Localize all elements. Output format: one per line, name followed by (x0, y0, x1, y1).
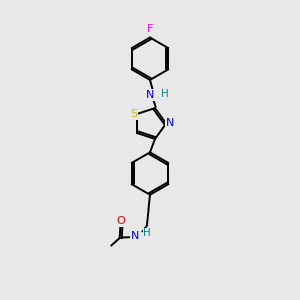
Text: H: H (160, 89, 168, 99)
Text: S: S (130, 109, 137, 119)
Text: O: O (116, 216, 125, 226)
Text: N: N (166, 118, 175, 128)
Text: F: F (147, 24, 153, 34)
Text: N: N (131, 231, 140, 241)
Text: N: N (146, 90, 154, 100)
Text: H: H (143, 228, 151, 238)
